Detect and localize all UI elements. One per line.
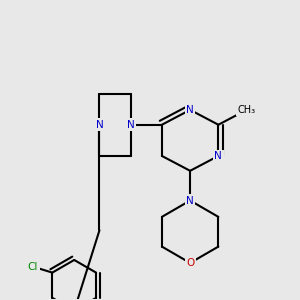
Text: N: N xyxy=(186,105,194,115)
Text: O: O xyxy=(186,258,194,268)
Text: N: N xyxy=(127,120,135,130)
Text: Cl: Cl xyxy=(28,262,38,272)
Text: N: N xyxy=(214,151,222,161)
Text: CH₃: CH₃ xyxy=(238,105,256,115)
Text: N: N xyxy=(96,120,103,130)
Text: N: N xyxy=(186,196,194,206)
